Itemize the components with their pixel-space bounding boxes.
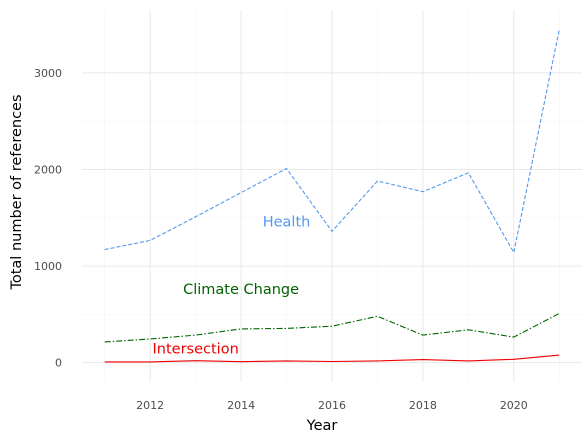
tick-labels: 2012 2014 2016 2018 2020 0 1000 2000 3000 — [34, 67, 528, 412]
series-line-climate-change — [104, 312, 560, 343]
x-tick-label: 2018 — [409, 399, 437, 412]
series-line-intersection — [104, 354, 560, 363]
x-tick-label: 2014 — [227, 399, 255, 412]
series-line-health — [104, 29, 560, 254]
x-tick-label: 2016 — [318, 399, 346, 412]
series-label-intersection: Intersection — [153, 342, 239, 358]
y-tick-label: 1000 — [34, 260, 62, 273]
x-tick-label: 2020 — [500, 399, 528, 412]
y-tick-label: 2000 — [34, 163, 62, 176]
x-tick-label: 2012 — [136, 399, 164, 412]
y-tick-label: 0 — [55, 357, 62, 370]
y-tick-label: 3000 — [34, 67, 62, 80]
series-lines — [104, 29, 560, 363]
grid — [82, 10, 582, 382]
series-label-health: Health — [263, 215, 311, 231]
series-label-climate-change: Climate Change — [183, 282, 299, 298]
y-axis-title: Total number of references — [9, 94, 25, 290]
x-axis-title: Year — [306, 418, 338, 434]
